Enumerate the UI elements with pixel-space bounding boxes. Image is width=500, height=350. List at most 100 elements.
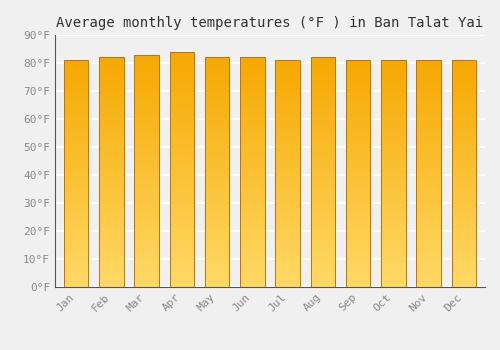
Bar xyxy=(134,247,159,248)
Bar xyxy=(416,218,441,219)
Bar xyxy=(134,259,159,260)
Bar xyxy=(240,234,264,235)
Bar xyxy=(170,182,194,183)
Bar xyxy=(99,260,124,262)
Bar xyxy=(310,194,335,195)
Bar xyxy=(170,114,194,115)
Bar xyxy=(170,259,194,260)
Bar xyxy=(99,164,124,165)
Bar xyxy=(381,161,406,162)
Bar xyxy=(134,178,159,179)
Bar xyxy=(310,208,335,209)
Bar xyxy=(452,228,476,229)
Bar xyxy=(381,142,406,143)
Bar xyxy=(64,113,88,115)
Bar xyxy=(416,238,441,239)
Bar xyxy=(170,160,194,161)
Bar xyxy=(452,175,476,176)
Bar xyxy=(276,255,300,257)
Bar xyxy=(346,177,370,178)
Bar xyxy=(310,190,335,192)
Bar xyxy=(170,276,194,278)
Bar xyxy=(310,172,335,173)
Bar xyxy=(170,95,194,97)
Bar xyxy=(416,175,441,176)
Bar xyxy=(346,241,370,243)
Bar xyxy=(346,136,370,137)
Bar xyxy=(381,272,406,273)
Bar xyxy=(452,230,476,231)
Bar xyxy=(416,183,441,184)
Bar xyxy=(276,160,300,161)
Bar xyxy=(452,196,476,197)
Bar xyxy=(64,254,88,255)
Bar xyxy=(381,286,406,287)
Bar xyxy=(276,154,300,155)
Bar xyxy=(170,86,194,87)
Bar xyxy=(310,196,335,197)
Bar xyxy=(276,118,300,119)
Bar xyxy=(205,212,230,214)
Bar xyxy=(99,209,124,210)
Bar xyxy=(240,264,264,265)
Bar xyxy=(240,156,264,157)
Bar xyxy=(276,215,300,216)
Bar xyxy=(346,143,370,144)
Bar xyxy=(381,220,406,221)
Bar xyxy=(452,83,476,84)
Bar xyxy=(310,285,335,286)
Bar xyxy=(310,178,335,179)
Bar xyxy=(64,86,88,88)
Bar xyxy=(310,286,335,287)
Bar xyxy=(416,182,441,183)
Bar xyxy=(170,154,194,155)
Bar xyxy=(134,135,159,136)
Bar xyxy=(134,67,159,69)
Bar xyxy=(170,78,194,79)
Bar xyxy=(99,266,124,267)
Bar xyxy=(452,66,476,67)
Bar xyxy=(170,67,194,68)
Bar xyxy=(240,153,264,154)
Bar xyxy=(416,258,441,259)
Bar xyxy=(416,90,441,91)
Bar xyxy=(381,281,406,282)
Bar xyxy=(310,90,335,91)
Bar xyxy=(381,109,406,110)
Bar xyxy=(134,61,159,62)
Bar xyxy=(240,149,264,150)
Bar xyxy=(381,158,406,159)
Bar xyxy=(64,218,88,219)
Bar xyxy=(99,106,124,107)
Bar xyxy=(310,263,335,264)
Bar xyxy=(205,108,230,109)
Bar xyxy=(452,78,476,79)
Bar xyxy=(99,258,124,259)
Bar xyxy=(99,58,124,60)
Bar xyxy=(99,75,124,76)
Bar xyxy=(170,130,194,131)
Bar xyxy=(416,145,441,146)
Bar xyxy=(381,234,406,235)
Bar xyxy=(205,157,230,159)
Bar xyxy=(205,133,230,134)
Bar xyxy=(240,209,264,210)
Bar xyxy=(452,117,476,118)
Bar xyxy=(310,216,335,217)
Bar xyxy=(99,227,124,229)
Bar xyxy=(170,245,194,246)
Bar xyxy=(310,210,335,211)
Bar xyxy=(346,138,370,140)
Bar xyxy=(134,156,159,157)
Bar xyxy=(381,80,406,82)
Bar xyxy=(381,202,406,203)
Bar xyxy=(276,274,300,276)
Bar xyxy=(346,62,370,64)
Bar xyxy=(276,164,300,166)
Bar xyxy=(205,185,230,186)
Bar xyxy=(310,142,335,144)
Bar xyxy=(310,268,335,270)
Bar xyxy=(310,92,335,93)
Bar xyxy=(205,148,230,149)
Bar xyxy=(381,262,406,263)
